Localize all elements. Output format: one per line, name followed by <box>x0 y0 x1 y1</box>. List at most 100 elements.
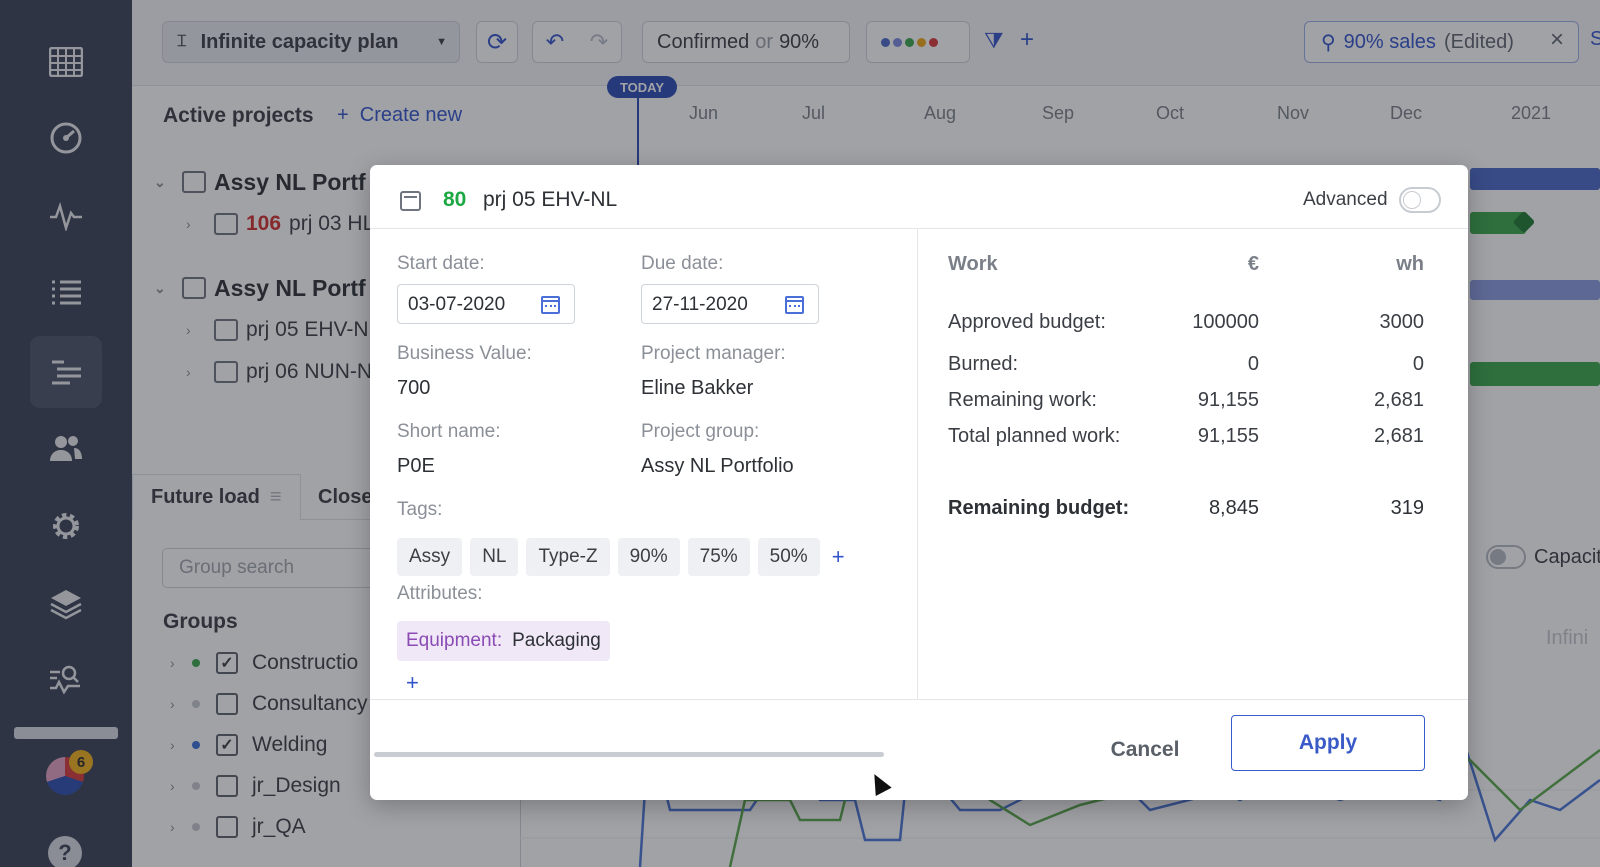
attribute-chip[interactable]: Equipment: Packaging <box>397 621 610 661</box>
group-row[interactable]: › ✓ Constructio <box>170 648 358 678</box>
business-value[interactable]: 700 <box>397 377 431 399</box>
budget-row: Total planned work: 91,155 2,681 <box>948 425 1424 455</box>
group-row[interactable]: › Consultancy <box>170 689 368 719</box>
budget-row-wh[interactable]: 3000 <box>1379 311 1425 333</box>
chevron-right-icon[interactable]: › <box>170 696 175 712</box>
group-label: Constructio <box>252 651 359 674</box>
group-checkbox[interactable] <box>216 693 238 715</box>
tag-chip[interactable]: 90% <box>617 538 680 576</box>
group-checkbox[interactable] <box>216 816 238 838</box>
advanced-toggle[interactable] <box>1399 187 1441 213</box>
gantt-bar[interactable] <box>1470 280 1600 300</box>
percent-label: 90% <box>779 30 820 53</box>
projects-header: Active projects + Create new <box>132 86 632 146</box>
chevron-right-icon[interactable]: › <box>170 819 175 835</box>
create-new-label: Create new <box>359 104 463 126</box>
capacity-toggle[interactable] <box>1486 545 1526 569</box>
tree-row[interactable]: ⌄ Assy NL Portf <box>154 268 366 308</box>
analytics-search-icon[interactable] <box>46 660 86 700</box>
cancel-button[interactable]: Cancel <box>1090 724 1200 776</box>
tag-chip[interactable]: 50% <box>757 538 820 576</box>
gantt-bar[interactable] <box>1470 168 1600 190</box>
project-icon <box>214 319 238 341</box>
short-name-value[interactable]: P0E <box>397 455 435 477</box>
tag-chip[interactable]: Type-Z <box>526 538 610 576</box>
users-icon[interactable] <box>46 428 86 468</box>
budget-row-eur[interactable]: 100000 <box>1192 311 1259 333</box>
add-filter-icon[interactable]: + <box>1020 26 1035 53</box>
status-dots-filter[interactable] <box>866 21 970 63</box>
group-status-dot <box>192 700 200 708</box>
settings-gear-icon[interactable] <box>46 506 86 546</box>
gantt-bar[interactable] <box>1470 362 1600 386</box>
refresh-button[interactable]: ⟳ <box>476 21 518 63</box>
grid-icon[interactable] <box>46 42 86 82</box>
chevron-down-icon[interactable]: ⌄ <box>154 173 166 190</box>
budget-row-label: Burned: <box>948 353 1019 375</box>
scenario-selector[interactable]: ⚲ 90% sales (Edited) <box>1304 21 1579 63</box>
project-manager-value[interactable]: Eline Bakker <box>641 377 754 399</box>
gantt-bar[interactable] <box>1470 212 1526 234</box>
project-group-value[interactable]: Assy NL Portfolio <box>641 455 794 477</box>
group-checkbox[interactable]: ✓ <box>216 652 238 674</box>
group-row[interactable]: › jr_QA <box>170 812 306 842</box>
undo-icon[interactable]: ↶ <box>545 29 565 54</box>
chevron-down-icon[interactable]: ⌄ <box>154 279 166 296</box>
budget-row-wh: 2,681 <box>1373 389 1424 411</box>
activity-pulse-icon[interactable] <box>46 196 86 236</box>
due-date-input[interactable]: 27-11-2020 <box>641 284 819 324</box>
budget-row-eur: 91,155 <box>1197 389 1259 411</box>
help-icon[interactable]: ? <box>48 836 82 867</box>
chevron-right-icon[interactable]: › <box>170 778 175 794</box>
chevron-right-icon[interactable]: › <box>186 216 191 232</box>
tree-row[interactable]: › prj 06 NUN-N <box>186 352 372 392</box>
dashboard-gauge-icon[interactable] <box>46 118 86 158</box>
group-status-dot <box>192 782 200 790</box>
start-date-input[interactable]: 03-07-2020 <box>397 284 575 324</box>
list-icon[interactable] <box>46 272 86 312</box>
tree-row-label: Assy NL Portf <box>214 168 366 195</box>
tree-row[interactable]: ⌄ Assy NL Portf <box>154 162 366 202</box>
tree-row-label: prj 06 NUN-N <box>246 360 373 383</box>
tag-chip[interactable]: 75% <box>687 538 750 576</box>
tag-chip[interactable]: NL <box>470 538 519 576</box>
filter-off-icon[interactable]: ⧩ <box>984 28 1004 53</box>
chevron-right-icon[interactable]: › <box>170 737 175 753</box>
tag-chip[interactable]: Assy <box>397 538 463 576</box>
group-checkbox[interactable] <box>216 775 238 797</box>
group-row[interactable]: › jr_Design <box>170 771 341 801</box>
scenario-icon: ⚲ <box>1321 31 1336 54</box>
apply-button[interactable]: Apply <box>1231 715 1425 771</box>
group-row[interactable]: › ✓ Welding <box>170 730 328 760</box>
budget-row-label: Total planned work: <box>948 425 1121 447</box>
group-checkbox[interactable]: ✓ <box>216 734 238 756</box>
chevron-right-icon[interactable]: › <box>170 655 175 671</box>
toolbar-trailing-button[interactable]: S <box>1590 28 1600 50</box>
chevron-right-icon[interactable]: › <box>186 322 191 338</box>
add-tag-icon[interactable]: + <box>831 544 845 569</box>
confirmed-label: Confirmed <box>657 30 750 53</box>
project-list-icon[interactable] <box>46 352 86 392</box>
or-label: or <box>755 30 774 53</box>
calendar-icon[interactable] <box>541 296 560 314</box>
calendar-icon[interactable] <box>785 296 804 314</box>
create-new-link[interactable]: + Create new <box>337 104 463 126</box>
tree-row[interactable]: › prj 05 EHV-NI <box>186 310 374 350</box>
probability-filter[interactable]: Confirmed or 90% <box>642 21 850 63</box>
redo-icon[interactable]: ↷ <box>589 29 609 54</box>
tab-future-load[interactable]: Future load ≡ <box>132 474 301 520</box>
scenario-state: (Edited) <box>1443 30 1514 53</box>
close-icon[interactable]: × <box>1550 26 1565 53</box>
month-label: Oct <box>1156 103 1185 123</box>
plan-selector[interactable]: ⌶ Infinite capacity plan ▼ <box>162 21 460 63</box>
layers-icon[interactable] <box>46 584 86 624</box>
drag-handle-icon[interactable]: ≡ <box>269 486 282 508</box>
horizontal-scrollbar[interactable] <box>374 752 884 757</box>
tab-close[interactable]: Close <box>318 474 372 520</box>
dialog-header: 80 prj 05 EHV-NL Advanced <box>370 165 1468 229</box>
chevron-right-icon[interactable]: › <box>186 364 191 380</box>
add-attribute-icon[interactable]: + <box>406 670 419 695</box>
sidebar-divider <box>14 727 118 739</box>
tree-row[interactable]: › 106 prj 03 HL <box>186 204 374 244</box>
budget-row-wh: 0 <box>1412 353 1424 375</box>
